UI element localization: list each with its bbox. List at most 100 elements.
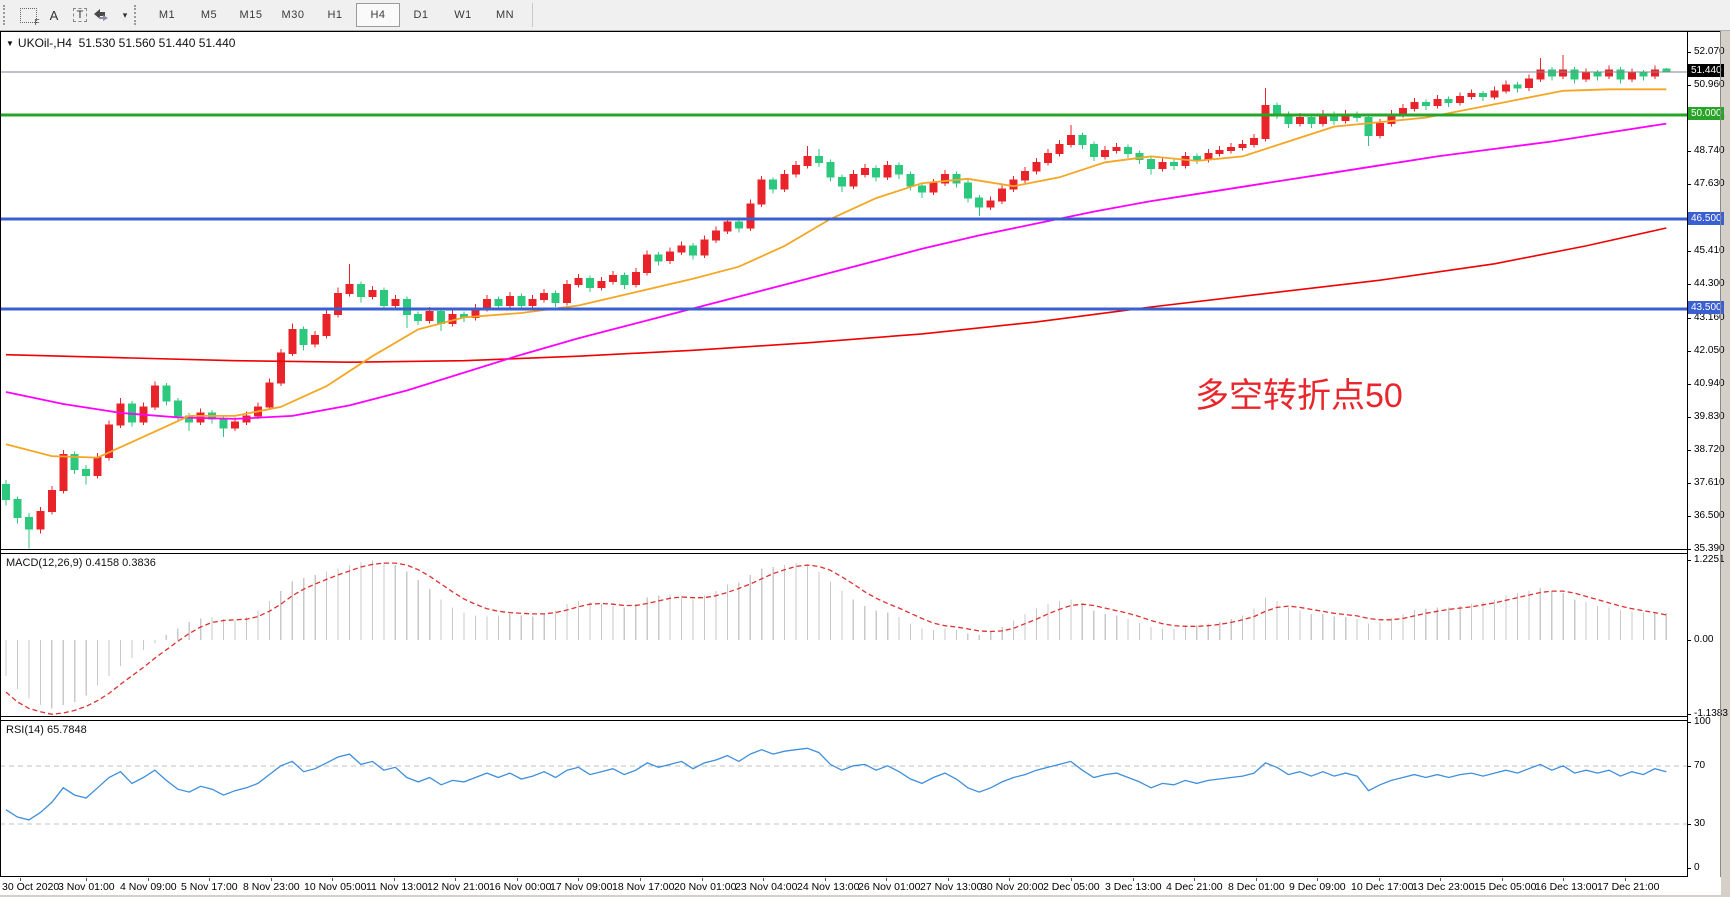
window-border-left <box>0 31 1 877</box>
timeframe-button-m5[interactable]: M5 <box>200 9 218 21</box>
price-badge-50.000: 50.000 <box>1688 107 1724 120</box>
rsi-axis-tick <box>1688 722 1691 723</box>
chart-annotation: 多空转折点50 <box>1195 377 1403 415</box>
price-axis-tick <box>1688 251 1691 252</box>
time-axis-tick <box>394 878 395 881</box>
time-axis-label: 17 Dec 21:00 <box>1597 881 1660 893</box>
arrows-icon-glyph <box>94 9 108 21</box>
time-axis-tick <box>702 878 703 881</box>
time-axis-tick <box>1133 878 1134 881</box>
price-axis-label: 40.940 <box>1694 378 1725 389</box>
time-axis-tick <box>20 878 21 881</box>
price-axis-label: 45.410 <box>1694 245 1725 256</box>
price-axis-label: 44.300 <box>1694 278 1725 289</box>
dropdown-caret-icon[interactable]: ▾ <box>122 9 128 20</box>
time-axis-label: 5 Nov 17:00 <box>181 881 238 893</box>
price-axis-tick <box>1688 52 1691 53</box>
time-axis-tick <box>948 878 949 881</box>
time-axis-tick <box>1563 878 1564 881</box>
macd-axis-tick <box>1688 640 1691 641</box>
price-axis-label: 35.390 <box>1694 543 1725 554</box>
rsi-axis-label: 70 <box>1694 760 1706 771</box>
main-chart-canvas[interactable] <box>0 32 1687 550</box>
time-axis-label: 2 Dec 05:00 <box>1043 881 1100 893</box>
time-axis-tick <box>886 878 887 881</box>
price-axis-label: 52.070 <box>1694 46 1725 57</box>
price-badge-43.500: 43.500 <box>1688 301 1724 314</box>
price-axis-label: 50.960 <box>1694 79 1725 90</box>
timeframe-button-m1[interactable]: M1 <box>158 9 176 21</box>
price-axis-label: 37.610 <box>1694 477 1725 488</box>
timeframe-button-m30[interactable]: M30 <box>281 9 305 21</box>
timeframe-button-mn[interactable]: MN <box>495 9 515 21</box>
macd-histogram <box>5 560 1667 709</box>
price-axis-tick <box>1688 151 1691 152</box>
time-axis-tick <box>1071 878 1072 881</box>
text-box-icon[interactable]: T <box>67 4 93 26</box>
toolbar-grip2[interactable] <box>134 5 143 25</box>
time-axis-tick <box>332 878 333 881</box>
timeframe-button-h1[interactable]: H1 <box>327 9 343 21</box>
time-axis-tick <box>86 878 87 881</box>
time-axis-label: 18 Nov 17:00 <box>612 881 675 893</box>
time-axis-label: 10 Dec 17:00 <box>1351 881 1414 893</box>
chart-title-symbol: UKOil-,H4 <box>17 36 72 50</box>
time-axis-label: 15 Dec 05:00 <box>1474 881 1537 893</box>
time-axis-label: 8 Dec 01:00 <box>1228 881 1285 893</box>
rsi-canvas[interactable] <box>0 719 1687 876</box>
time-axis-label: 24 Nov 13:00 <box>797 881 860 893</box>
macd-axis-tick <box>1688 714 1691 715</box>
time-axis-tick <box>1440 878 1441 881</box>
rsi-axis-label: 30 <box>1694 818 1706 829</box>
price-axis[interactable]: 52.07050.96049.85048.74047.63045.41044.3… <box>1687 31 1728 877</box>
macd-axis-label: 1.2251 <box>1694 554 1725 565</box>
time-axis-tick <box>1502 878 1503 881</box>
fibo-grid-icon[interactable]: F <box>15 4 41 27</box>
price-axis-tick <box>1688 85 1691 86</box>
text-label-icon[interactable]: A <box>49 7 59 23</box>
time-axis-label: 17 Nov 09:00 <box>550 881 613 893</box>
timeframe-button-m15[interactable]: M15 <box>239 9 263 21</box>
symbol-dropdown-icon[interactable]: ▼ <box>6 39 14 48</box>
time-axis-tick <box>1625 878 1626 881</box>
price-axis-tick <box>1688 483 1691 484</box>
rsi-axis-tick <box>1688 766 1691 767</box>
rsi-indicator-label: RSI(14) 65.7848 <box>6 724 87 736</box>
horizontal-lines-layer <box>0 71 1687 311</box>
time-axis-tick <box>1317 878 1318 881</box>
price-axis-tick <box>1688 549 1691 550</box>
price-axis-tick <box>1688 450 1691 451</box>
price-axis-label: 48.740 <box>1694 145 1725 156</box>
time-axis-tick <box>271 878 272 881</box>
time-axis[interactable]: 30 Oct 2020 3 Nov 01:00 4 Nov 09:00 5 Nov 1… <box>0 878 1721 895</box>
time-axis-tick <box>763 878 764 881</box>
chart-title: ▼ UKOil-,H4 51.530 51.560 51.440 51.440 <box>6 36 235 50</box>
price-badge-46.500: 46.500 <box>1688 212 1724 225</box>
panel-splitter-rsi[interactable] <box>0 716 1721 721</box>
price-axis-tick <box>1688 284 1691 285</box>
timeframe-button-d1[interactable]: D1 <box>413 9 429 21</box>
time-axis-tick <box>1379 878 1380 881</box>
time-axis-tick <box>517 878 518 881</box>
panel-splitter-macd[interactable] <box>0 549 1721 554</box>
chart-window: ▼ UKOil-,H4 51.530 51.560 51.440 51.440 M… <box>0 31 1728 895</box>
macd-canvas[interactable] <box>0 552 1687 716</box>
time-axis-label: 16 Dec 13:00 <box>1535 881 1598 893</box>
arrows-tool-icon[interactable] <box>93 4 119 26</box>
timeframe-button-h4[interactable]: H4 <box>356 3 400 27</box>
toolbar-grip[interactable] <box>3 5 12 25</box>
time-axis-label: 4 Nov 09:00 <box>120 881 177 893</box>
macd-indicator-label: MACD(12,26,9) 0.4158 0.3836 <box>6 557 156 569</box>
price-axis-tick <box>1688 351 1691 352</box>
timeframe-button-w1[interactable]: W1 <box>454 9 472 21</box>
price-axis-label: 38.720 <box>1694 444 1725 455</box>
time-axis-tick <box>148 878 149 881</box>
time-axis-tick <box>1256 878 1257 881</box>
time-axis-tick <box>825 878 826 881</box>
time-axis-label: 8 Nov 23:00 <box>243 881 300 893</box>
macd-axis-label: 0.00 <box>1694 634 1714 645</box>
time-axis-label: 30 Nov 20:00 <box>981 881 1044 893</box>
plot-bottom-border <box>0 876 1721 877</box>
price-axis-tick <box>1688 184 1691 185</box>
time-axis-label: 20 Nov 01:00 <box>674 881 737 893</box>
